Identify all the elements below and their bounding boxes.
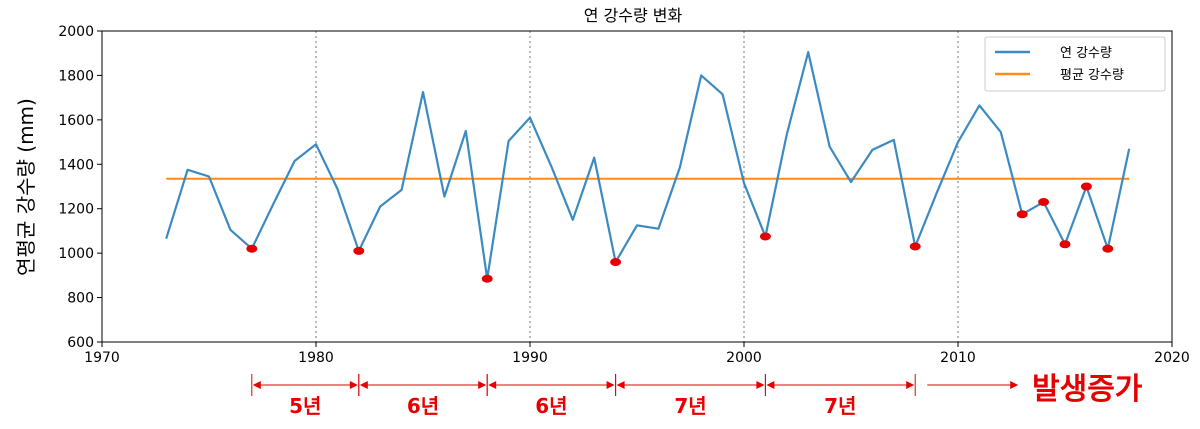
x-axis-ticks: 1970 1980 1990 2000 2010 2020	[84, 342, 1190, 366]
interval-4: 7년	[615, 374, 766, 418]
interval-label: 6년	[535, 394, 567, 418]
legend-label-series: 연 강수량	[1060, 46, 1112, 61]
highlight-point-2001	[759, 232, 771, 241]
y-tick-label-1400: 1400	[58, 157, 94, 173]
arrow-head	[488, 381, 497, 389]
legend-box	[984, 36, 1166, 92]
x-tick-label-1970: 1970	[84, 350, 120, 366]
legend: 연 강수량 평균 강수량	[984, 36, 1166, 92]
arrow-head	[478, 381, 487, 389]
y-tick-label-1600: 1600	[58, 113, 94, 129]
y-tick-label-1200: 1200	[58, 202, 94, 218]
arrow-head	[1010, 381, 1019, 389]
rainfall-line	[165, 51, 1131, 280]
legend-label-average: 평균 강수량	[1060, 68, 1124, 83]
arrow-head	[252, 381, 261, 389]
arrow-head	[906, 381, 915, 389]
trend-annotation: 발생증가	[927, 372, 1143, 407]
y-tick-label-1000: 1000	[58, 246, 94, 262]
highlighted-points	[246, 182, 1114, 283]
arrow-head	[349, 381, 358, 389]
highlight-point-2014	[1038, 198, 1050, 207]
arrow-head	[616, 381, 625, 389]
y-tick-label-1800: 1800	[58, 68, 94, 84]
plot-frame	[101, 30, 1173, 343]
x-tick-label-2000: 2000	[726, 350, 762, 366]
interval-5: 7년	[764, 374, 916, 418]
highlight-point-2008	[909, 242, 921, 251]
y-tick-label-800: 800	[67, 291, 94, 307]
x-tick-label-1990: 1990	[512, 350, 548, 366]
interval-label: 7년	[674, 394, 706, 418]
highlight-point-1988	[481, 274, 493, 283]
grid-lines	[315, 31, 959, 342]
highlight-point-2013	[1016, 210, 1028, 219]
chart-title: 연 강수량 변화	[584, 6, 683, 25]
arrow-head	[756, 381, 765, 389]
highlight-point-1994	[610, 258, 622, 267]
y-tick-label-2000: 2000	[58, 24, 94, 40]
arrow-head	[766, 381, 775, 389]
interval-1: 5년	[251, 374, 360, 418]
rainfall-series	[165, 51, 1131, 280]
interval-label: 5년	[289, 394, 321, 418]
highlight-point-1977	[246, 244, 258, 253]
highlight-point-2017	[1102, 244, 1114, 253]
highlight-point-2016	[1080, 182, 1092, 191]
interval-2: 6년	[358, 374, 488, 418]
y-tick-label-600: 600	[67, 335, 94, 351]
x-tick-label-2020: 2020	[1154, 350, 1190, 366]
highlight-point-2015	[1059, 240, 1071, 249]
interval-label: 6년	[407, 394, 439, 418]
interval-3: 6년	[486, 374, 617, 418]
y-axis-ticks: 600 800 1000 1200 1400 1600 1800 2000	[58, 24, 102, 351]
trend-label: 발생증가	[1032, 372, 1143, 407]
interval-label: 7년	[824, 394, 856, 418]
highlight-point-1982	[353, 246, 365, 255]
interval-annotations: 5년 6년 6년 7년 7년 발생증가	[251, 372, 1143, 418]
arrow-head	[359, 381, 368, 389]
arrow-head	[606, 381, 615, 389]
y-axis-label: 연평균 강수량 (mm)	[14, 98, 38, 276]
x-tick-label-2010: 2010	[940, 350, 976, 366]
x-tick-label-1980: 1980	[298, 350, 334, 366]
